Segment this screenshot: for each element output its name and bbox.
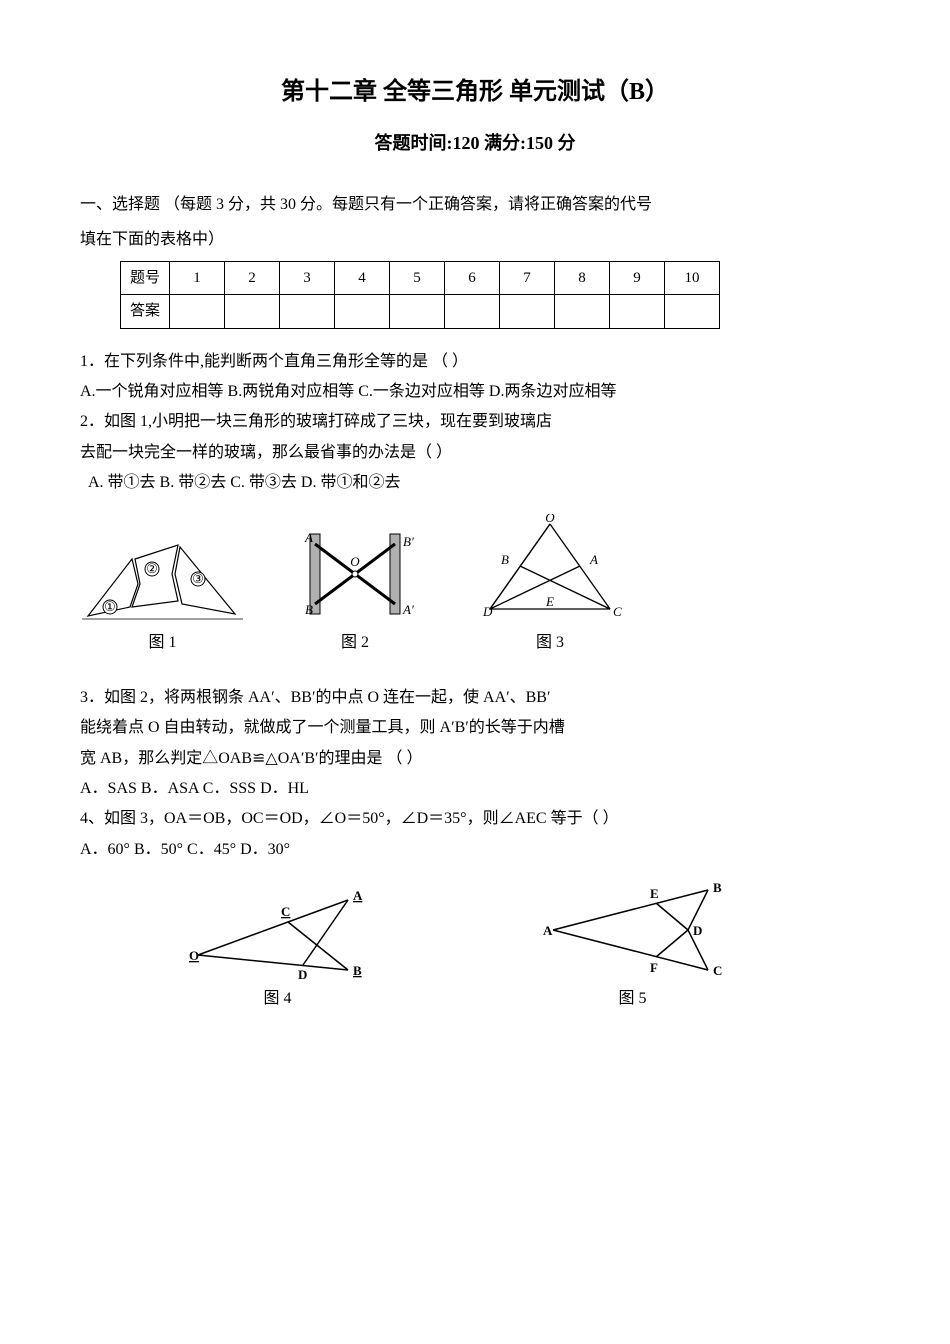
col-9: 9: [610, 261, 665, 295]
ans-cell: [280, 295, 335, 329]
figure-3: O B A D C E 图 3: [465, 514, 635, 658]
svg-text:A: A: [304, 530, 313, 545]
ans-cell: [500, 295, 555, 329]
section-1-intro-line1: 一、选择题 （每题 3 分，共 30 分。每题只有一个正确答案，请将正确答案的代…: [80, 190, 870, 220]
q1-text: 1．在下列条件中,能判断两个直角三角形全等的是 （ ）: [80, 347, 870, 377]
q3-line2: 能绕着点 O 自由转动，就做成了一个测量工具，则 A′B′的长等于内槽: [80, 713, 870, 743]
figure-5-label: 图 5: [618, 984, 646, 1014]
fig3-C: C: [613, 604, 622, 619]
svg-text:A′: A′: [402, 602, 414, 617]
col-6: 6: [445, 261, 500, 295]
ans-cell: [225, 295, 280, 329]
figure-4: O A B C D 图 4: [183, 880, 373, 1014]
fig3-B: B: [501, 552, 509, 567]
fig4-B: B: [353, 963, 362, 978]
fig3-D: D: [482, 604, 493, 619]
figure-4-label: 图 4: [263, 984, 291, 1014]
col-7: 7: [500, 261, 555, 295]
figure-3-svg: O B A D C E: [465, 514, 635, 624]
svg-text:③: ③: [192, 571, 204, 586]
section-1-intro-line2: 填在下面的表格中）: [80, 225, 870, 255]
svg-text:①: ①: [104, 599, 116, 614]
col-4: 4: [335, 261, 390, 295]
q3-line1: 3．如图 2，将两根钢条 AA′、BB′的中点 O 连在一起，使 AA′、BB′: [80, 683, 870, 713]
ans-cell: [665, 295, 720, 329]
q3-opts: A．SAS B．ASA C．SSS D．HL: [80, 774, 870, 804]
q4-text: 4、如图 3，OA＝OB，OC＝OD，∠O＝50°，∠D＝35°，则∠AEC 等…: [80, 804, 870, 834]
fig4-A: A: [353, 888, 363, 903]
svg-text:B′: B′: [403, 534, 414, 549]
q1-opts: A.一个锐角对应相等 B.两锐角对应相等 C.一条边对应相等 D.两条边对应相等: [80, 377, 870, 407]
svg-text:②: ②: [146, 561, 158, 576]
ans-cell: [390, 295, 445, 329]
fig5-D: D: [693, 923, 702, 938]
fig4-D: D: [298, 967, 307, 980]
table-answer-row: 答案: [121, 295, 720, 329]
fig4-C: C: [281, 904, 290, 919]
fig3-E: E: [545, 594, 554, 609]
q3-line3: 宽 AB，那么判定△OAB≌△OA′B′的理由是 （ ）: [80, 744, 870, 774]
fig5-C: C: [713, 963, 722, 978]
svg-text:B: B: [305, 602, 313, 617]
header-label: 题号: [121, 261, 170, 295]
figure-2: O A B′ B A′ 图 2: [275, 524, 435, 658]
figure-2-svg: O A B′ B A′: [275, 524, 435, 624]
page-title: 第十二章 全等三角形 单元测试（B）: [80, 70, 870, 116]
figure-3-label: 图 3: [536, 628, 564, 658]
figure-1-svg: ① ② ③: [80, 529, 245, 624]
svg-text:O: O: [350, 554, 360, 569]
figure-1: ① ② ③ 图 1: [80, 529, 245, 658]
figure-5-svg: A B C D E F: [538, 880, 728, 980]
q4-opts: A．60° B．50° C．45° D．30°: [80, 835, 870, 865]
answer-table: 题号 1 2 3 4 5 6 7 8 9 10 答案: [120, 261, 720, 329]
figures-row-2: O A B C D 图 4 A B C D E F 图 5: [80, 880, 870, 1014]
ans-cell: [335, 295, 390, 329]
fig5-F: F: [650, 960, 658, 975]
page-subtitle: 答题时间:120 满分:150 分: [80, 126, 870, 160]
fig4-O: O: [189, 948, 199, 963]
figure-5: A B C D E F 图 5: [538, 880, 728, 1014]
col-5: 5: [390, 261, 445, 295]
figures-row-1: ① ② ③ 图 1 O A B′ B A′ 图 2: [80, 514, 870, 658]
q2-line1: 2．如图 1,小明把一块三角形的玻璃打碎成了三块，现在要到玻璃店: [80, 407, 870, 437]
q2-opts: A. 带①去 B. 带②去 C. 带③去 D. 带①和②去: [80, 468, 870, 498]
q2-line2: 去配一块完全一样的玻璃，那么最省事的办法是（ ）: [80, 438, 870, 468]
table-header-row: 题号 1 2 3 4 5 6 7 8 9 10: [121, 261, 720, 295]
fig3-A: A: [589, 552, 598, 567]
col-3: 3: [280, 261, 335, 295]
figure-4-svg: O A B C D: [183, 880, 373, 980]
fig5-A: A: [543, 923, 553, 938]
ans-cell: [610, 295, 665, 329]
ans-cell: [170, 295, 225, 329]
ans-cell: [445, 295, 500, 329]
col-8: 8: [555, 261, 610, 295]
col-10: 10: [665, 261, 720, 295]
col-1: 1: [170, 261, 225, 295]
figure-2-label: 图 2: [341, 628, 369, 658]
answer-label: 答案: [121, 295, 170, 329]
figure-1-label: 图 1: [148, 628, 176, 658]
col-2: 2: [225, 261, 280, 295]
ans-cell: [555, 295, 610, 329]
fig5-B: B: [713, 880, 722, 895]
fig5-E: E: [650, 886, 659, 901]
fig3-O: O: [545, 514, 555, 525]
